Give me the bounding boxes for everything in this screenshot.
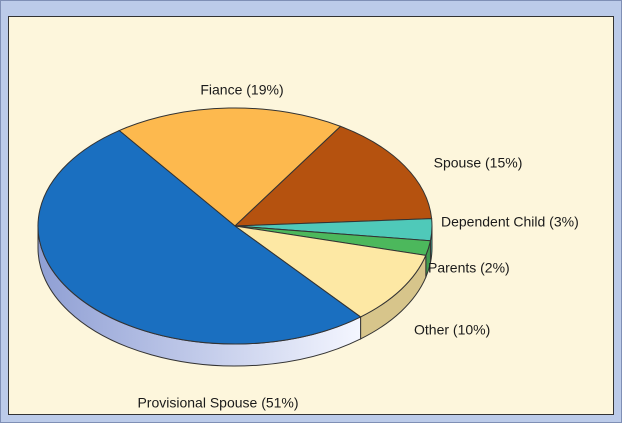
slice-label: Dependent Child (3%) bbox=[441, 214, 579, 230]
pie-slice bbox=[118, 107, 342, 227]
slice-label: Provisional Spouse (51%) bbox=[137, 395, 298, 411]
pie-slice bbox=[234, 225, 427, 318]
pie bbox=[37, 107, 433, 367]
slice-label: Fiance (19%) bbox=[200, 82, 283, 98]
pie-slice bbox=[233, 125, 433, 227]
slice-label: Other (10%) bbox=[414, 322, 490, 338]
slice-label: Parents (2%) bbox=[428, 260, 510, 276]
pie-slice bbox=[37, 129, 362, 345]
slice-label: Spouse (15%) bbox=[434, 155, 523, 171]
